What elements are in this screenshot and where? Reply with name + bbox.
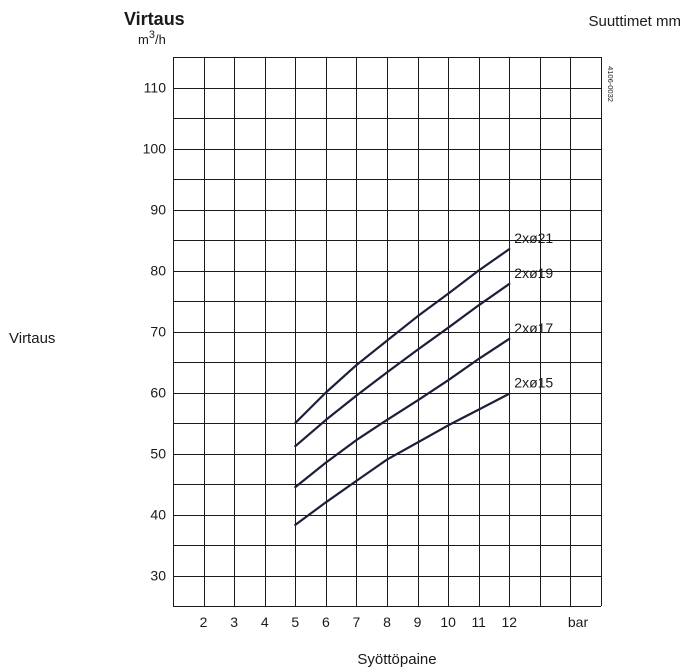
y-tick-label: 70 [150, 324, 166, 340]
y-tick-label: 80 [150, 263, 166, 279]
series-line [294, 392, 511, 526]
series-label: 2xø15 [514, 375, 553, 391]
x-tick-label: 8 [383, 614, 391, 630]
unit-label: m3/h [138, 29, 166, 47]
x-tick-label: 11 [471, 614, 486, 630]
x-tick-label: 6 [322, 614, 330, 630]
series-line [294, 248, 511, 425]
x-tick-label: 10 [440, 614, 456, 630]
nozzles-label: Suuttimet mm [588, 13, 681, 30]
x-tick-label: 4 [261, 614, 269, 630]
unit-base: m [138, 32, 149, 47]
chart-title: Virtaus [124, 9, 185, 29]
x-tick-label: 9 [414, 614, 422, 630]
series-labels: 2xø21 2xø19 2xø17 2xø15 [514, 230, 553, 391]
x-axis-title: Syöttöpaine [357, 651, 436, 668]
y-tick-label: 50 [150, 446, 166, 462]
unit-superscript: 3 [149, 29, 155, 41]
y-tick-label: 110 [144, 80, 167, 96]
series-label: 2xø19 [514, 265, 553, 281]
x-tick-label: 3 [230, 614, 238, 630]
y-tick-label: 40 [150, 507, 166, 523]
y-tick-label: 90 [150, 202, 166, 218]
x-tick-label: 2 [200, 614, 208, 630]
x-unit-label: bar [568, 614, 589, 630]
x-tick-labels: 2 3 4 5 6 7 8 9 10 11 12 [200, 614, 518, 630]
y-tick-label: 30 [150, 568, 166, 584]
series-label: 2xø17 [514, 320, 553, 336]
grid [173, 57, 602, 607]
series-line [294, 282, 511, 448]
series-lines [294, 248, 511, 526]
series-line [294, 337, 511, 489]
x-tick-label: 7 [353, 614, 361, 630]
y-axis-title: Virtaus [9, 330, 55, 347]
series-label: 2xø21 [514, 230, 553, 246]
drawing-code: 4106-0032 [606, 66, 615, 102]
unit-tail: /h [155, 32, 166, 47]
y-tick-label: 100 [143, 141, 167, 157]
y-tick-label: 60 [150, 385, 166, 401]
x-tick-label: 5 [291, 614, 299, 630]
x-tick-label: 12 [501, 614, 517, 630]
y-tick-labels: 30 40 50 60 70 80 90 100 110 [143, 80, 167, 584]
